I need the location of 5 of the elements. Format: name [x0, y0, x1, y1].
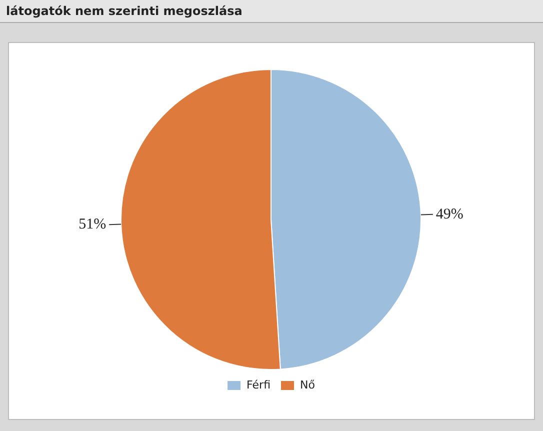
legend-label: Férfi [246, 378, 270, 392]
legend-label: Nő [300, 378, 316, 392]
chart-title: látogatók nem szerinti megoszlása [0, 0, 543, 23]
data-label: 49% [436, 206, 464, 222]
data-label: 51% [78, 216, 106, 233]
